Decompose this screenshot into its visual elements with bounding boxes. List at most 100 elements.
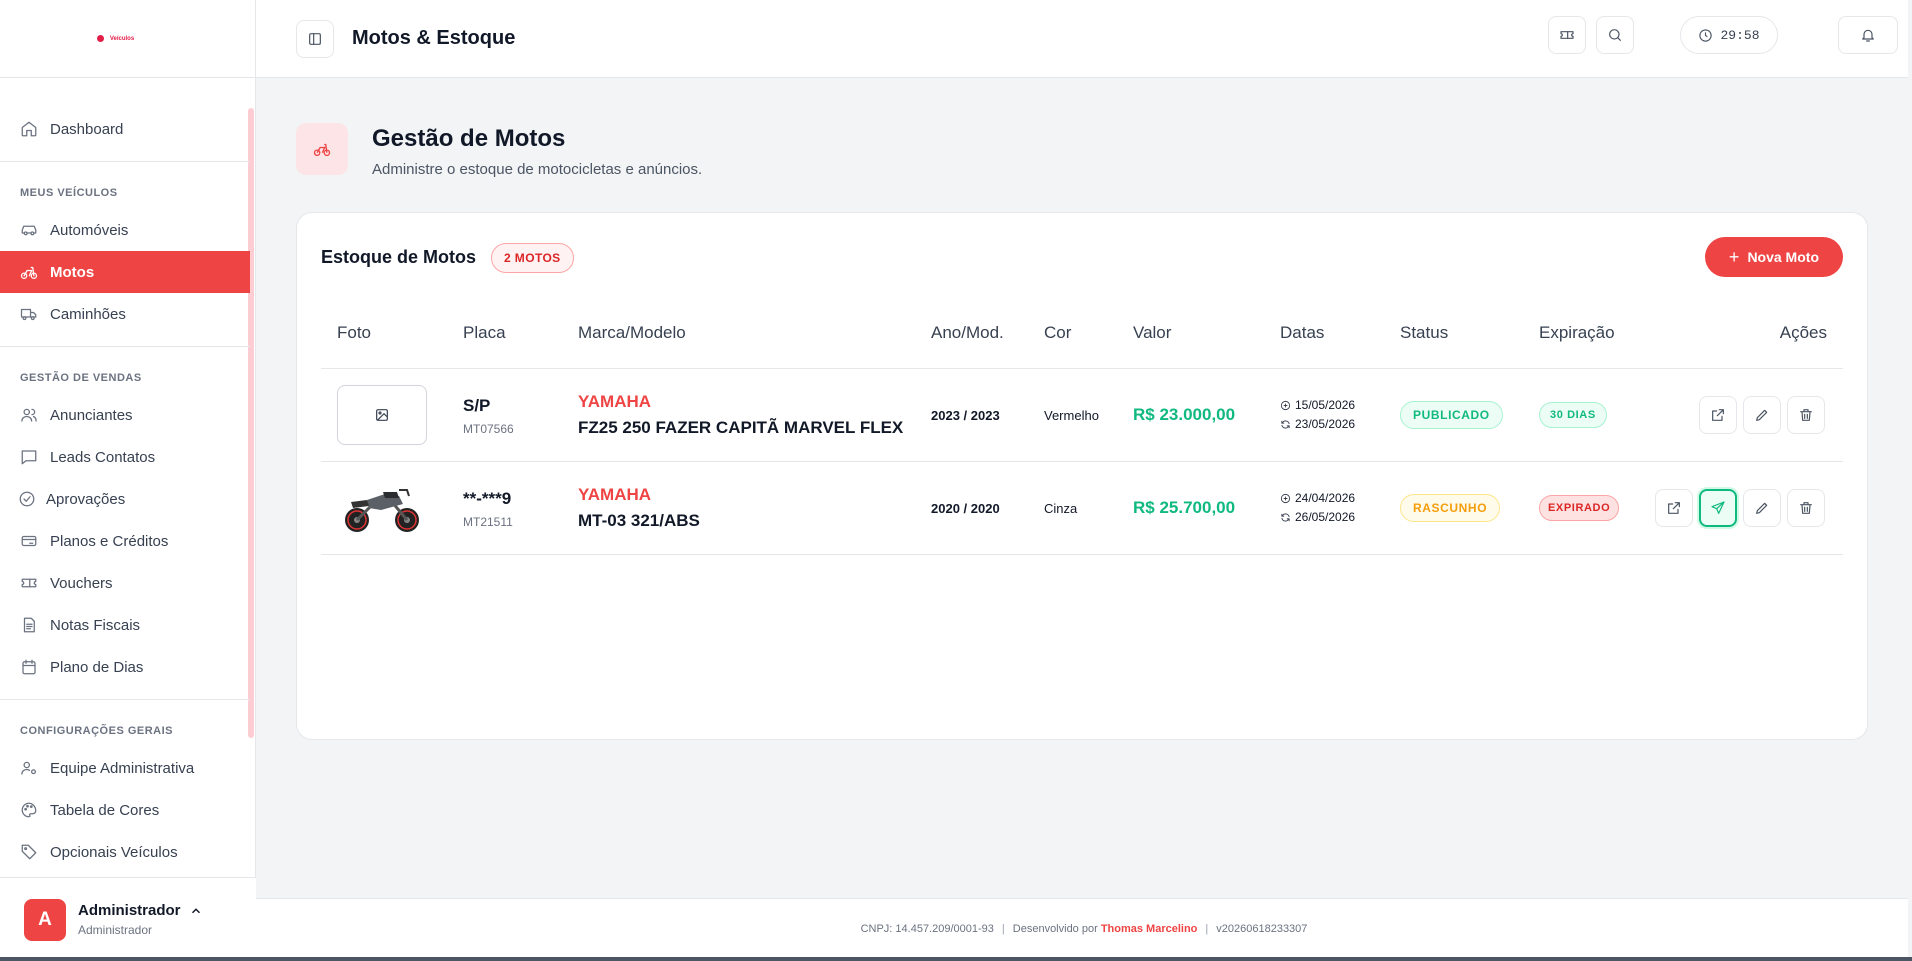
sidebar-item-vouchers[interactable]: Vouchers (0, 562, 250, 604)
divider (0, 346, 250, 347)
logo[interactable]: Veículos (0, 0, 255, 78)
footer-dev-prefix: Desenvolvido por (1012, 922, 1098, 935)
table-row: **‑***9 MT21511 YAMAHA MT-03 321/ABS 202… (321, 462, 1843, 555)
sidebar-item-label: Planos e Créditos (50, 532, 169, 550)
external-link-icon (1668, 502, 1680, 514)
col-ano: Ano/Mod. (931, 323, 1004, 342)
section-title: GESTÃO DE VENDAS (20, 372, 142, 384)
user-menu[interactable]: A Administrador Administrador (0, 877, 256, 961)
sidebar-item-equipe[interactable]: Equipe Administrativa (0, 747, 250, 789)
publish-button[interactable] (1699, 489, 1737, 527)
col-expiracao: Expiração (1539, 323, 1615, 342)
date-created: 24/04/2026 (1295, 491, 1356, 505)
sidebar-scrollbar[interactable] (248, 108, 254, 738)
stock-code: MT21511 (463, 515, 513, 529)
photo-placeholder[interactable] (337, 385, 427, 445)
sidebar-item-motos[interactable]: Motos (0, 251, 250, 293)
sidebar-item-planos[interactable]: Planos e Créditos (0, 520, 250, 562)
user-role: Administrador (78, 923, 153, 937)
year: 2023 / 2023 (931, 408, 1000, 423)
trash-icon (1800, 502, 1812, 514)
message-icon (21, 450, 37, 465)
notifications-button[interactable] (1838, 16, 1898, 54)
pencil-icon (1756, 409, 1768, 421)
check-circle-icon (19, 491, 35, 507)
header-title: Motos & Estoque (352, 27, 516, 49)
sidebar-item-caminhoes[interactable]: Caminhões (0, 293, 250, 335)
chevron-up-icon (191, 907, 200, 913)
sidebar-toggle-icon (309, 32, 321, 45)
col-acoes: Ações (1779, 323, 1827, 342)
receipt-icon (23, 617, 35, 633)
sidebar-item-label: Anunciantes (50, 406, 133, 424)
motos-table: Foto Placa Marca/Modelo Ano/Mod. Cor Val… (321, 299, 1843, 555)
section-title: CONFIGURAÇÕES GERAIS (20, 725, 174, 737)
sidebar-item-label: Aprovações (46, 490, 126, 508)
color: Vermelho (1044, 408, 1099, 423)
calendar-icon (22, 659, 36, 675)
delete-button[interactable] (1787, 396, 1825, 434)
session-timer[interactable]: 29:58 (1680, 16, 1778, 54)
search-button[interactable] (1596, 16, 1634, 54)
bike-icon (20, 266, 38, 280)
page-icon (296, 123, 348, 175)
table-header: Foto Placa Marca/Modelo Ano/Mod. Cor Val… (321, 299, 1843, 369)
divider (0, 699, 250, 700)
trash-icon (1800, 409, 1812, 421)
sidebar-item-anunciantes[interactable]: Anunciantes (0, 394, 250, 436)
open-listing-button[interactable] (1655, 489, 1693, 527)
toggle-sidebar-button[interactable] (296, 19, 334, 58)
image-icon (376, 409, 388, 421)
status-badge: RASCUNHO (1400, 494, 1501, 522)
sidebar-item-label: Tabela de Cores (50, 801, 160, 819)
sidebar-item-label: Vouchers (50, 574, 113, 592)
model: FZ25 250 FAZER CAPITÃ MARVEL FLEX (578, 418, 904, 437)
status-badge: PUBLICADO (1400, 401, 1503, 429)
expiration-badge: 30 DIAS (1539, 402, 1607, 428)
users-icon (21, 408, 37, 422)
sidebar-item-label: Motos (50, 263, 95, 281)
sidebar: Veículos (0, 0, 256, 961)
car-icon (21, 225, 37, 236)
vouchers-button[interactable] (1548, 16, 1586, 54)
sidebar-item-label: Equipe Administrativa (50, 759, 195, 777)
delete-button[interactable] (1787, 489, 1825, 527)
col-datas: Datas (1280, 323, 1325, 342)
new-moto-button[interactable]: + Nova Moto (1704, 237, 1843, 277)
sidebar-item-automoveis[interactable]: Automóveis (0, 209, 250, 251)
footer: CNPJ: 14.457.209/0001-93 | Desenvolvido … (256, 898, 1912, 958)
moto-photo[interactable] (337, 478, 427, 538)
footer-cnpj: CNPJ: 14.457.209/0001-93 (860, 922, 994, 935)
sidebar-item-dashboard[interactable]: Dashboard (0, 108, 250, 150)
sidebar-item-cores[interactable]: Tabela de Cores (0, 789, 250, 831)
motorcycle-image (337, 478, 427, 538)
sidebar-item-opcionais[interactable]: Opcionais Veículos (0, 831, 250, 873)
sidebar-item-aprovacoes[interactable]: Aprovações (0, 478, 250, 520)
sidebar-item-label: Plano de Dias (50, 658, 144, 676)
date-updated: 23/05/2026 (1295, 417, 1356, 431)
session-timer-value: 29:58 (1720, 27, 1760, 43)
expiration-badge: EXPIRADO (1539, 495, 1620, 521)
logo-mark (96, 35, 104, 42)
open-listing-button[interactable] (1699, 396, 1737, 434)
user-name-row: Administrador (78, 902, 203, 919)
pencil-icon (1756, 502, 1768, 514)
search-icon (1609, 29, 1621, 41)
sidebar-item-notas[interactable]: Notas Fiscais (0, 604, 250, 646)
user-name: Administrador (78, 902, 181, 919)
sidebar-item-leads[interactable]: Leads Contatos (0, 436, 250, 478)
brand: YAMAHA (578, 485, 652, 504)
ticket-icon (21, 578, 37, 588)
edit-button[interactable] (1743, 396, 1781, 434)
sidebar-item-label: Opcionais Veículos (50, 843, 178, 861)
footer-author-link[interactable]: Thomas Marcelino (1100, 922, 1198, 935)
edit-button[interactable] (1743, 489, 1781, 527)
sidebar-item-plano-dias[interactable]: Plano de Dias (0, 646, 250, 688)
clock-icon (1699, 28, 1713, 42)
section-title: MEUS VEÍCULOS (20, 187, 118, 199)
page-subtitle: Administre o estoque de motocicletas e a… (372, 161, 703, 178)
sidebar-item-label: Leads Contatos (50, 448, 156, 466)
page-header: Gestão de Motos Administre o estoque de … (296, 123, 702, 178)
footer-separator: | (1001, 922, 1005, 935)
stock-code: MT07566 (463, 422, 514, 436)
